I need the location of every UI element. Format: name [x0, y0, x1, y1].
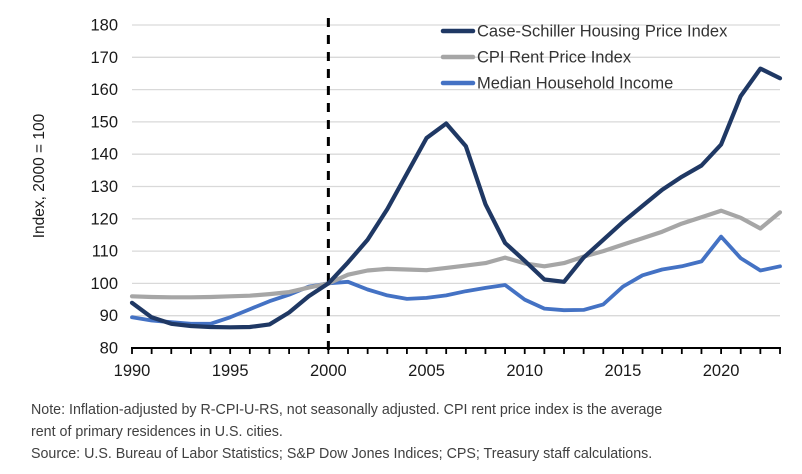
y-axis-label-110: 110: [92, 243, 118, 261]
x-axis-label-2000: 2000: [310, 362, 347, 380]
legend-label-median-household-income: Median Household Income: [477, 75, 673, 93]
chart-footnotes: Note: Inflation-adjusted by R-CPI-U-RS, …: [31, 399, 696, 465]
y-axis-label-120: 120: [90, 210, 118, 228]
y-axis-label-80: 80: [100, 340, 118, 358]
legend-label-cpi-rent-price-index: CPI Rent Price Index: [477, 49, 632, 67]
series-line-cpi-rent-price-index: [129, 208, 783, 300]
series-line-case-schiller-housing-price-index: [129, 66, 783, 330]
y-axis-label-150: 150: [90, 113, 118, 131]
y-axis-label-180: 180: [90, 17, 118, 35]
x-axis-label-2020: 2020: [703, 362, 740, 380]
x-axis-label-1990: 1990: [114, 362, 151, 380]
series-line-median-household-income: [130, 234, 782, 326]
x-axis-label-1995: 1995: [212, 362, 249, 380]
y-axis-title: Index, 2000 = 100: [31, 113, 48, 238]
y-axis-label-90: 90: [100, 307, 118, 325]
legend-label-case-schiller-housing-price-index: Case-Schiller Housing Price Index: [477, 23, 728, 41]
y-axis-label-140: 140: [90, 146, 118, 164]
source-text: Source: U.S. Bureau of Labor Statistics;…: [31, 445, 653, 462]
x-axis-label-2005: 2005: [408, 362, 445, 380]
x-axis-label-2010: 2010: [506, 362, 543, 380]
legend-item-cpi-rent-price-index: CPI Rent Price Index: [440, 49, 632, 67]
note-text-line-1: Note: Inflation-adjusted by R-CPI-U-RS, …: [31, 401, 663, 418]
y-axis-label-100: 100: [90, 275, 118, 293]
legend-item-median-household-income: Median Household Income: [440, 75, 673, 93]
note-text-line-2: rent of primary residences in U.S. citie…: [31, 423, 283, 440]
legend-item-case-schiller-housing-price-index: Case-Schiller Housing Price Index: [440, 23, 728, 41]
y-axis-label-130: 130: [90, 178, 118, 196]
line-chart-canvas: 80 90 100 110 120 130 140 150 160 170 180 1990 1995 2…: [31, 17, 783, 380]
x-axis-label-2015: 2015: [605, 362, 642, 380]
y-axis-label-160: 160: [90, 81, 118, 99]
y-axis-label-170: 170: [90, 49, 118, 67]
